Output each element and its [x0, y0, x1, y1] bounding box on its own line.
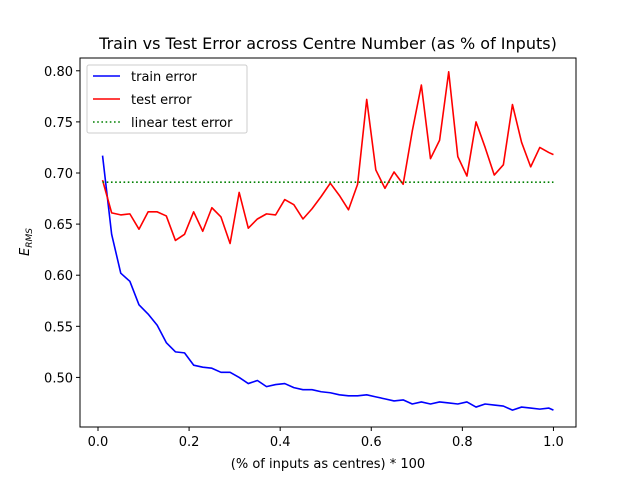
y-tick-label: 0.75 [44, 116, 73, 131]
x-axis-label: (% of inputs as centres) * 100 [231, 457, 425, 472]
x-tick-label: 0.4 [270, 435, 291, 450]
y-axis-label-sub: RMS [25, 228, 35, 248]
y-tick-label: 0.70 [44, 167, 73, 182]
plot-frame [79, 57, 577, 428]
legend-label-linear-test-error: linear test error [131, 116, 233, 131]
x-tick-label: 1.0 [543, 435, 564, 450]
y-axis-label-main: E [18, 247, 33, 256]
series-line-train-error [101, 155, 554, 411]
chart-title: Train vs Test Error across Centre Number… [98, 34, 557, 53]
legend-items: train error test error linear test error [93, 70, 233, 131]
series-line-test-error [101, 71, 554, 245]
y-axis-ticks: 0.50 0.55 0.60 0.65 0.70 0.75 0.80 [44, 65, 80, 386]
y-tick-label: 0.55 [44, 320, 73, 335]
series-layer [101, 71, 554, 411]
x-tick-label: 0.0 [88, 435, 109, 450]
y-axis-label: ERMS [18, 228, 35, 256]
legend-label-train-error: train error [131, 70, 198, 85]
x-tick-label: 0.6 [361, 435, 382, 450]
legend-label-test-error: test error [131, 93, 192, 108]
legend: train error test error linear test error [86, 64, 248, 134]
y-tick-label: 0.80 [44, 65, 73, 80]
x-axis-ticks: 0.0 0.2 0.4 0.6 0.8 1.0 [88, 427, 564, 450]
y-tick-label: 0.50 [44, 371, 73, 386]
x-tick-label: 0.2 [179, 435, 200, 450]
y-tick-label: 0.65 [44, 218, 73, 233]
x-tick-label: 0.8 [452, 435, 473, 450]
y-tick-label: 0.60 [44, 269, 73, 284]
legend-box [86, 64, 248, 134]
